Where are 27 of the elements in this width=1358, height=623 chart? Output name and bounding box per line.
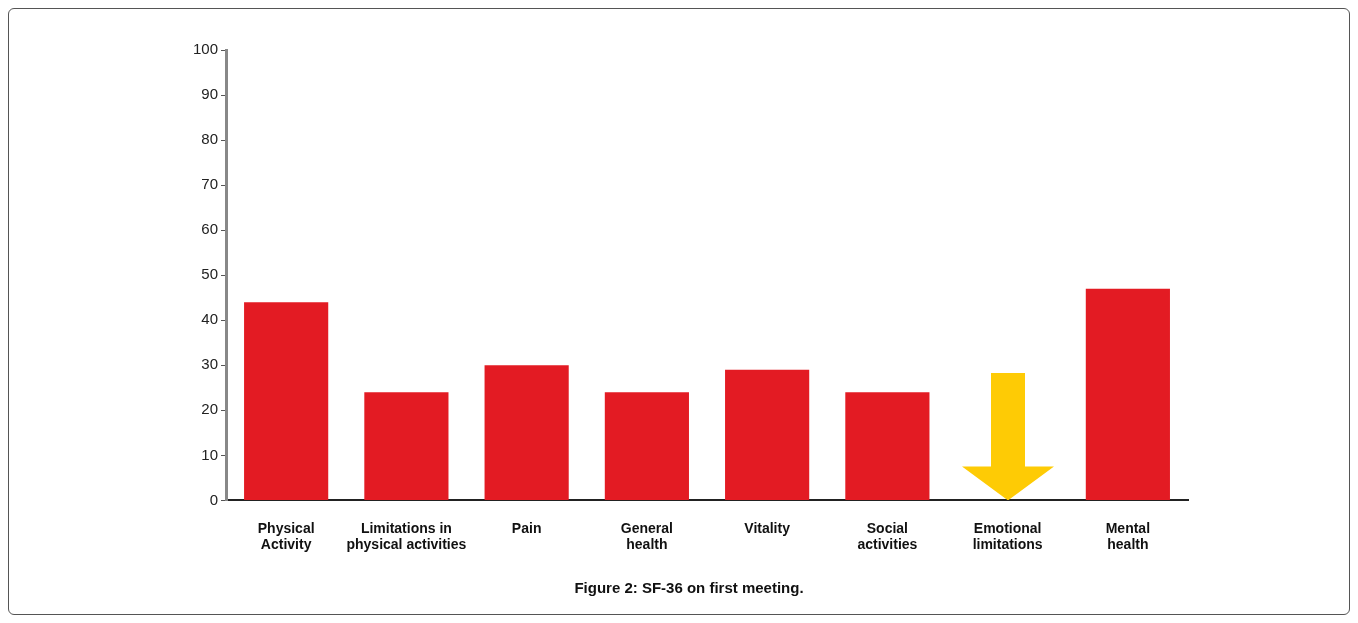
y-tick-label: 90 [201, 85, 219, 103]
bar [364, 392, 449, 500]
y-tick-label: 100 [193, 40, 219, 58]
y-tick-label: 50 [201, 265, 219, 283]
x-tick-label: Pain [511, 519, 542, 536]
bar [244, 302, 329, 500]
bar [725, 369, 810, 500]
bar [484, 365, 569, 500]
y-tick-label: 30 [201, 355, 219, 373]
x-tick-label: Limitations in physical activities [346, 519, 467, 553]
bar [604, 392, 689, 500]
x-tick-label: Emotional limitations [972, 519, 1043, 553]
x-tick-label: Mental health [1105, 519, 1151, 553]
x-tick-label: General health [620, 519, 673, 553]
y-tick-label: 70 [201, 175, 219, 193]
y-tick-label: 10 [201, 445, 219, 463]
y-tick-label: 20 [201, 400, 219, 418]
y-tick-label: 60 [201, 220, 219, 238]
x-tick-label: Physical Activity [257, 519, 315, 553]
text: Figure 2: SF-36 on first meeting. [574, 579, 804, 597]
y-tick-label: 80 [201, 130, 219, 148]
x-tick-label: Social activities [857, 519, 918, 553]
y-tick-label: 0 [209, 490, 219, 508]
y-tick-label: 40 [201, 310, 219, 328]
x-tick-label: Vitality [744, 519, 791, 536]
bar [845, 392, 930, 500]
bar [1085, 288, 1170, 500]
